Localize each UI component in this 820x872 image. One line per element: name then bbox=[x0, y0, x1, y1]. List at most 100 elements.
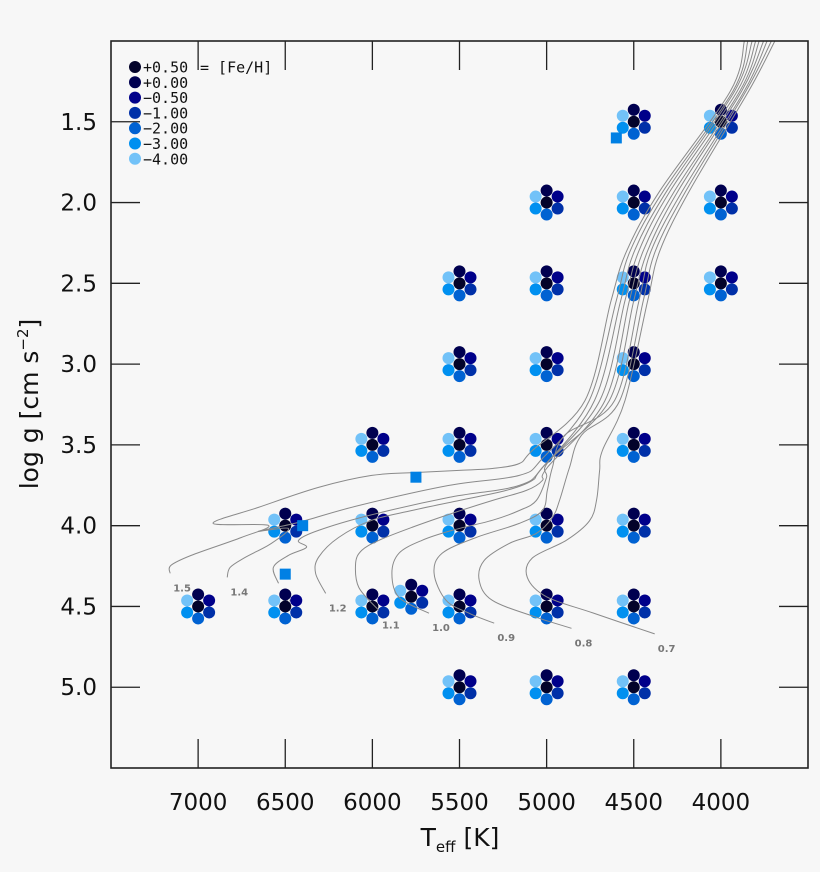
metallicity-dot bbox=[551, 432, 564, 445]
metallicity-dot bbox=[714, 289, 727, 302]
metallicity-dot bbox=[464, 271, 477, 284]
metallicity-dot bbox=[703, 202, 716, 215]
metallicity-dot bbox=[453, 531, 466, 544]
track-line-1.5 bbox=[168, 41, 745, 574]
grid-point-cluster bbox=[529, 507, 564, 544]
metallicity-dot bbox=[616, 513, 629, 526]
metallicity-dot bbox=[638, 432, 651, 445]
metallicity-dot bbox=[268, 594, 281, 607]
legend-dot bbox=[129, 152, 141, 165]
grid-point-cluster bbox=[529, 669, 564, 706]
metallicity-dot bbox=[714, 184, 727, 197]
metallicity-dot bbox=[627, 438, 640, 451]
metallicity-dot bbox=[529, 444, 542, 457]
square-markers bbox=[279, 132, 622, 580]
metallicity-dot bbox=[540, 426, 553, 439]
metallicity-dot bbox=[616, 687, 629, 700]
metallicity-dot bbox=[627, 115, 640, 128]
grid-point-cluster bbox=[529, 588, 564, 625]
metallicity-dot bbox=[714, 265, 727, 278]
x-axis-title: Teff [K] bbox=[420, 823, 500, 856]
metallicity-dot bbox=[616, 432, 629, 445]
metallicity-dot bbox=[442, 687, 455, 700]
grid-point-cluster bbox=[181, 588, 216, 625]
metallicity-dot bbox=[638, 525, 651, 538]
metallicity-dot bbox=[725, 202, 738, 215]
track-label-1.5: 1.5 bbox=[173, 583, 191, 594]
legend-label: −1.00 bbox=[143, 104, 188, 122]
metallicity-dot bbox=[714, 277, 727, 290]
x-tick-label: 5500 bbox=[430, 790, 489, 816]
metallicity-dot bbox=[464, 525, 477, 538]
metallicity-dot bbox=[464, 352, 477, 365]
x-tick-label: 4000 bbox=[692, 790, 751, 816]
track-line-1.0 bbox=[391, 41, 765, 614]
metallicity-dot bbox=[529, 675, 542, 688]
metallicity-dot bbox=[453, 507, 466, 520]
metallicity-dot bbox=[540, 612, 553, 625]
metallicity-dot bbox=[366, 588, 379, 601]
metallicity-dot bbox=[540, 358, 553, 371]
metallicity-dot bbox=[377, 594, 390, 607]
metallicity-dot bbox=[540, 346, 553, 359]
x-tick-label: 7000 bbox=[169, 790, 228, 816]
grid-point-cluster bbox=[442, 669, 477, 706]
metallicity-dot bbox=[442, 352, 455, 365]
grid-point-cluster bbox=[442, 265, 477, 302]
x-tick-label: 6500 bbox=[256, 790, 315, 816]
grid-point-cluster bbox=[616, 103, 651, 140]
legend-dot bbox=[129, 61, 141, 73]
legend-label: −3.00 bbox=[143, 135, 188, 153]
metallicity-dot bbox=[638, 121, 651, 134]
metallicity-dot bbox=[366, 519, 379, 532]
metallicity-dot bbox=[453, 370, 466, 383]
metallicity-dot bbox=[627, 370, 640, 383]
metallicity-dot bbox=[394, 584, 407, 597]
metallicity-dot bbox=[279, 600, 292, 613]
metallicity-dot bbox=[453, 265, 466, 278]
metallicity-dot bbox=[416, 584, 429, 597]
metallicity-dot bbox=[279, 507, 292, 520]
metallicity-dot bbox=[203, 594, 216, 607]
metallicity-dot bbox=[442, 283, 455, 296]
metallicity-dot bbox=[268, 606, 281, 619]
metallicity-dot bbox=[453, 612, 466, 625]
grid-point-cluster bbox=[529, 265, 564, 302]
metallicity-dot bbox=[405, 578, 418, 591]
metallicity-dot bbox=[453, 426, 466, 439]
metallicity-dot bbox=[725, 121, 738, 134]
square-marker bbox=[279, 568, 291, 580]
track-line-0.9 bbox=[433, 41, 768, 624]
metallicity-dot bbox=[529, 432, 542, 445]
grid-point-cluster bbox=[616, 588, 651, 625]
metallicity-dot bbox=[627, 103, 640, 116]
metallicity-dot bbox=[616, 444, 629, 457]
square-marker bbox=[297, 520, 309, 532]
track-label-1.1: 1.1 bbox=[382, 620, 400, 631]
grid-point-cluster bbox=[355, 426, 390, 463]
x-axis-title-main: T bbox=[420, 823, 437, 852]
metallicity-dot bbox=[529, 190, 542, 203]
metallicity-dot bbox=[464, 364, 477, 377]
metallicity-dot bbox=[627, 426, 640, 439]
grid-point-cluster bbox=[616, 426, 651, 463]
metallicity-dot bbox=[453, 669, 466, 682]
metallicity-dot bbox=[442, 675, 455, 688]
x-axis-title-subscript: eff bbox=[436, 838, 456, 856]
square-marker bbox=[410, 471, 422, 483]
y-tick-label: 2.0 bbox=[60, 191, 97, 217]
legend-suffix: = [Fe/H] bbox=[200, 59, 272, 77]
track-label-0.7: 0.7 bbox=[658, 644, 676, 655]
metallicity-dot bbox=[638, 606, 651, 619]
x-axis-title-unit: [K] bbox=[463, 823, 499, 852]
legend-dot bbox=[129, 137, 141, 150]
metallicity-dot bbox=[453, 358, 466, 371]
metallicity-dot bbox=[540, 265, 553, 278]
metallicity-dot bbox=[192, 600, 205, 613]
track-label-1.2: 1.2 bbox=[329, 603, 347, 614]
grid-point-cluster bbox=[616, 507, 651, 544]
metallicity-dot bbox=[551, 283, 564, 296]
metallicity-dot bbox=[453, 289, 466, 302]
metallicity-dot bbox=[551, 271, 564, 284]
y-tick-label: 4.0 bbox=[60, 514, 97, 540]
